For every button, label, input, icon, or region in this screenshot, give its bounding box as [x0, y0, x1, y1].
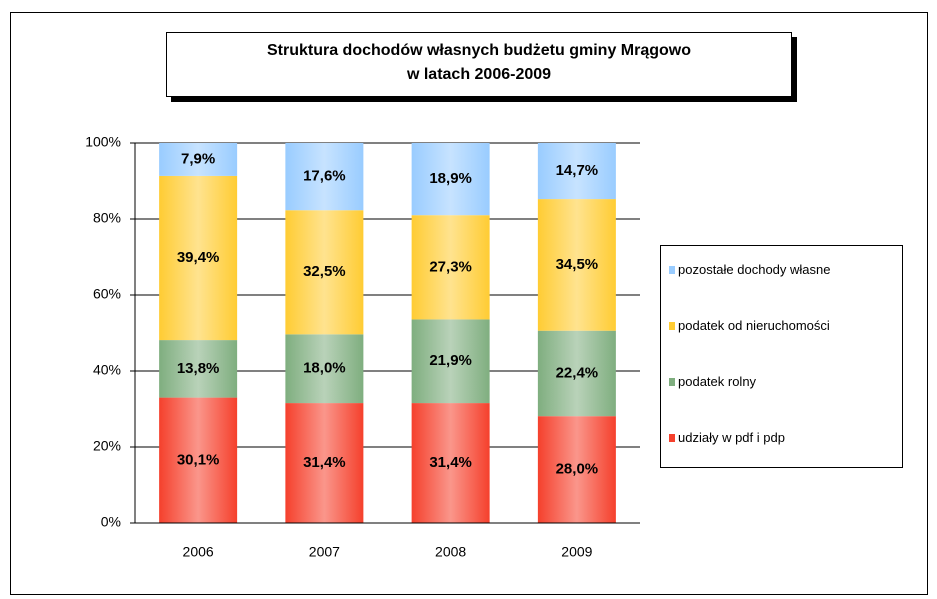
data-label: 17,6%: [303, 168, 346, 185]
data-label: 32,5%: [303, 263, 346, 280]
legend: pozostałe dochody własne podatek od nieru…: [660, 245, 903, 468]
y-tick-label: 40%: [93, 362, 121, 378]
bar-segment: [159, 397, 238, 523]
bar-segment: [537, 416, 616, 523]
legend-label: pozostałe dochody własne: [678, 262, 831, 277]
legend-item: podatek od nieruchomości: [669, 318, 898, 374]
legend-swatch: [669, 322, 675, 330]
data-label: 22,4%: [556, 364, 599, 381]
bar-segment: [537, 143, 616, 200]
data-label: 28,0%: [556, 461, 599, 478]
y-tick-label: 60%: [93, 286, 121, 302]
data-label: 39,4%: [177, 249, 220, 266]
bar-segment: [159, 143, 238, 176]
data-label: 18,0%: [303, 360, 346, 377]
data-label: 14,7%: [556, 162, 599, 179]
bar-segment: [285, 334, 364, 404]
data-label: 7,9%: [181, 150, 215, 167]
bar-segment: [537, 330, 616, 417]
bar-segment: [411, 215, 490, 320]
bar-segment: [411, 403, 490, 523]
data-label: 34,5%: [556, 256, 599, 273]
bar-segment: [285, 403, 364, 523]
bar-segment: [411, 319, 490, 404]
data-label: 13,8%: [177, 360, 220, 377]
x-tick-label: 2009: [561, 544, 592, 560]
legend-item: pozostałe dochody własne: [669, 262, 898, 318]
bar-segment: [537, 199, 616, 331]
legend-item: udziały w pdf i pdp: [669, 430, 898, 486]
legend-label: podatek od nieruchomości: [678, 318, 830, 333]
x-tick-label: 2008: [435, 544, 466, 560]
y-tick-label: 0%: [101, 514, 121, 530]
data-label: 30,1%: [177, 451, 220, 468]
bar-segment: [285, 210, 364, 335]
chart-title: Struktura dochodów własnych budżetu gmin…: [267, 42, 691, 59]
legend-swatch: [669, 266, 675, 274]
legend-item: podatek rolny: [669, 374, 898, 430]
y-tick-label: 20%: [93, 438, 121, 454]
data-label: 31,4%: [429, 454, 472, 471]
chart-title: w latach 2006-2009: [406, 66, 551, 83]
legend-swatch: [669, 434, 675, 442]
y-tick-label: 100%: [85, 134, 121, 150]
bar-segment: [285, 143, 364, 211]
legend-label: podatek rolny: [678, 374, 757, 389]
legend-swatch: [669, 378, 675, 386]
x-tick-label: 2007: [309, 544, 340, 560]
bar-segment: [159, 175, 238, 341]
title-box: [166, 32, 792, 97]
bar-segment: [411, 143, 490, 216]
x-tick-label: 2006: [183, 544, 214, 560]
data-label: 18,9%: [429, 170, 472, 187]
data-label: 31,4%: [303, 454, 346, 471]
legend-label: udziały w pdf i pdp: [678, 430, 785, 445]
bar-segment: [159, 340, 238, 398]
data-label: 21,9%: [429, 352, 472, 369]
data-label: 27,3%: [429, 258, 472, 275]
y-tick-label: 80%: [93, 210, 121, 226]
